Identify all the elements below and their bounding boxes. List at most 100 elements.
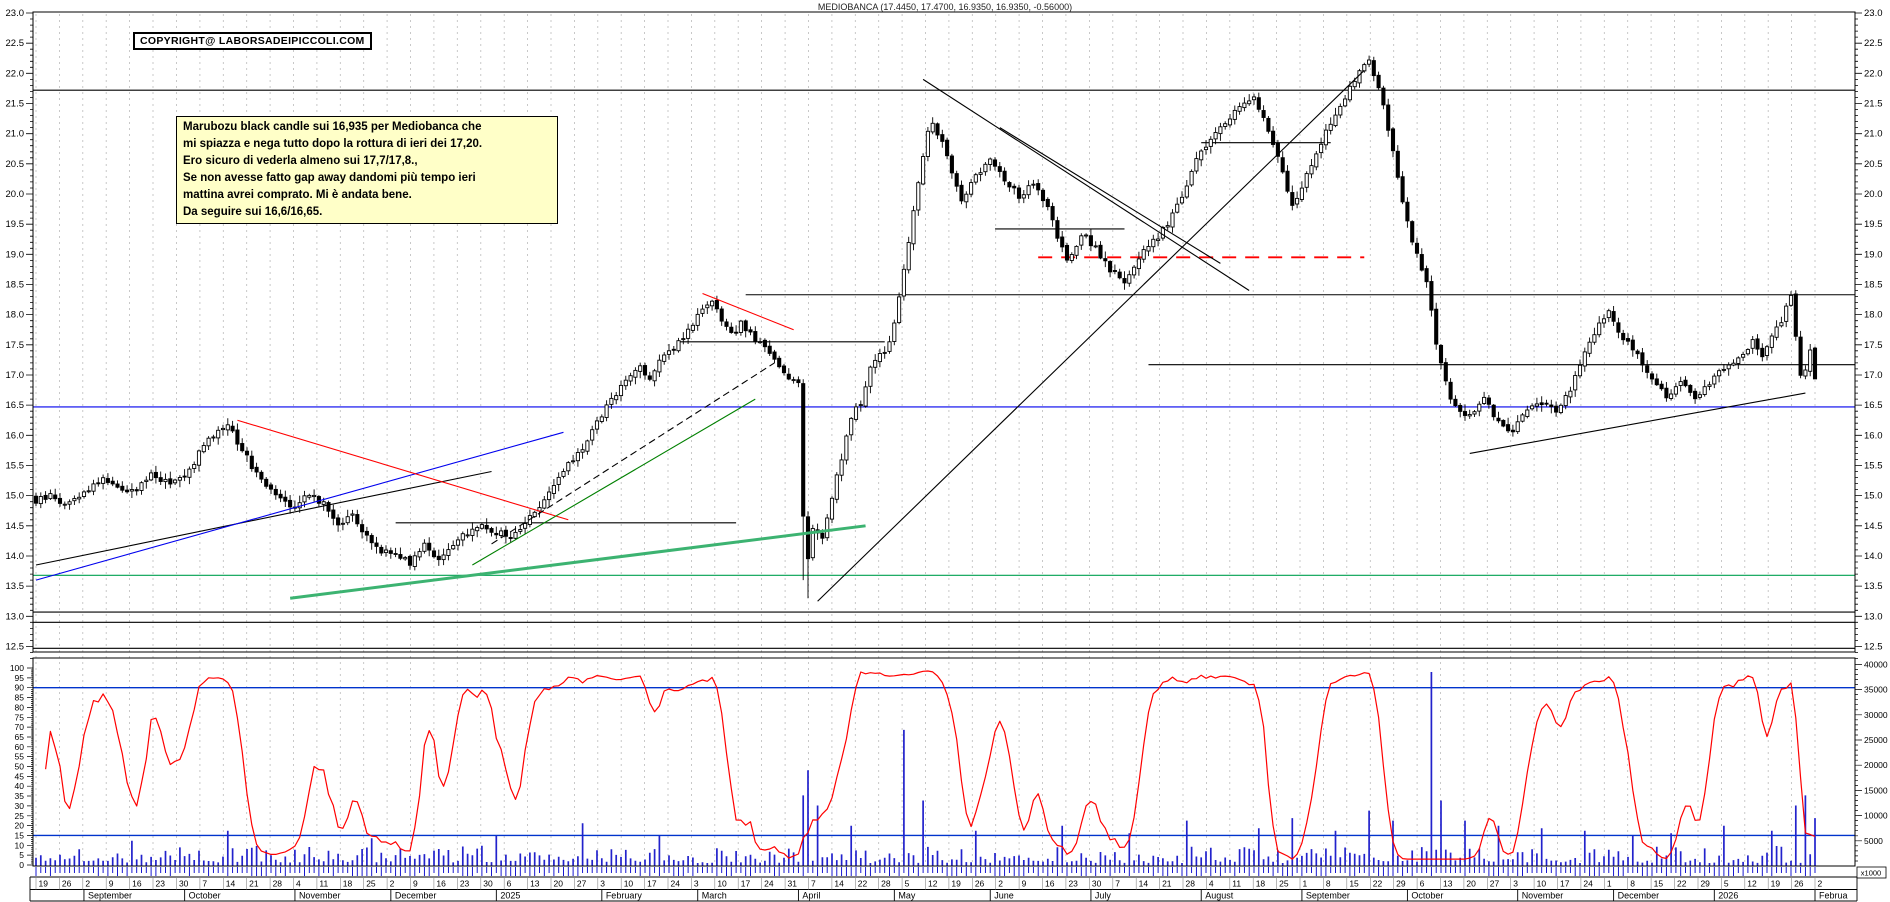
svg-text:14.0: 14.0	[6, 551, 25, 562]
svg-text:17.5: 17.5	[1864, 340, 1883, 351]
svg-text:15.0: 15.0	[6, 491, 25, 502]
svg-text:1: 1	[1303, 879, 1308, 889]
daily-tick-strip	[35, 867, 1816, 876]
svg-text:16.0: 16.0	[1864, 430, 1883, 441]
svg-text:25000: 25000	[1864, 735, 1888, 745]
svg-text:15: 15	[1654, 879, 1664, 889]
svg-text:February: February	[606, 891, 643, 901]
svg-text:October: October	[189, 891, 221, 901]
svg-text:17: 17	[741, 879, 751, 889]
svg-text:6: 6	[1420, 879, 1425, 889]
svg-text:x1000: x1000	[1861, 869, 1881, 878]
svg-text:26: 26	[62, 879, 72, 889]
svg-text:18.5: 18.5	[6, 279, 25, 290]
svg-text:April: April	[802, 891, 820, 901]
chart-title: MEDIOBANCA (17.4450, 17.4700, 16.9350, 1…	[817, 2, 1073, 12]
svg-text:13: 13	[530, 879, 540, 889]
svg-text:45: 45	[15, 771, 25, 781]
svg-text:1: 1	[1607, 879, 1612, 889]
svg-text:23.0: 23.0	[6, 8, 25, 19]
svg-text:13.0: 13.0	[1864, 611, 1883, 622]
svg-text:5: 5	[1724, 879, 1729, 889]
oscillator-axis: 1009590858075706560555045403530252015105…	[10, 663, 33, 870]
svg-text:21: 21	[249, 879, 259, 889]
svg-text:19.5: 19.5	[1864, 219, 1883, 230]
svg-text:5: 5	[905, 879, 910, 889]
svg-text:2025: 2025	[500, 891, 520, 901]
svg-text:30000: 30000	[1864, 710, 1888, 720]
svg-text:23: 23	[460, 879, 470, 889]
svg-text:10: 10	[717, 879, 727, 889]
svg-text:11: 11	[319, 879, 328, 889]
svg-text:20000: 20000	[1864, 760, 1888, 770]
svg-text:19: 19	[951, 879, 961, 889]
svg-text:12: 12	[1747, 879, 1757, 889]
svg-text:60: 60	[15, 742, 25, 752]
svg-text:2026: 2026	[1718, 891, 1738, 901]
svg-text:3: 3	[694, 879, 699, 889]
svg-text:December: December	[395, 891, 437, 901]
svg-text:20.0: 20.0	[6, 189, 25, 200]
svg-text:14.0: 14.0	[1864, 551, 1883, 562]
svg-text:13.0: 13.0	[6, 611, 25, 622]
candlesticks	[33, 55, 1818, 599]
svg-text:15.0: 15.0	[1864, 491, 1883, 502]
svg-text:30: 30	[179, 879, 189, 889]
stochastic-line	[45, 670, 1816, 860]
volume-axis: 40000 35000 30000 25000 20000 15000 10000 5000	[1855, 659, 1888, 862]
price-levels	[33, 89, 1855, 649]
svg-text:35: 35	[15, 791, 25, 801]
svg-text:9: 9	[109, 879, 114, 889]
svg-text:17.0: 17.0	[6, 370, 25, 381]
svg-text:15: 15	[15, 830, 25, 840]
trendlines	[35, 69, 1806, 602]
svg-text:4: 4	[1209, 879, 1214, 889]
svg-text:24: 24	[764, 879, 774, 889]
svg-text:75: 75	[15, 712, 25, 722]
svg-text:10: 10	[15, 840, 25, 850]
svg-text:14.5: 14.5	[1864, 521, 1883, 532]
annotation-note: Marubozu black candle sui 16,935 per Med…	[176, 116, 558, 224]
svg-text:35000: 35000	[1864, 685, 1888, 695]
svg-text:Februa: Februa	[1819, 891, 1848, 901]
svg-text:30: 30	[483, 879, 493, 889]
svg-text:10: 10	[624, 879, 634, 889]
svg-text:23: 23	[156, 879, 166, 889]
svg-text:2: 2	[1818, 879, 1823, 889]
svg-text:8: 8	[1326, 879, 1331, 889]
svg-text:21.0: 21.0	[6, 129, 25, 140]
svg-text:22: 22	[1677, 879, 1687, 889]
svg-text:23: 23	[1068, 879, 1078, 889]
lower-panel	[33, 670, 1855, 866]
svg-text:July: July	[1095, 891, 1112, 901]
svg-text:28: 28	[273, 879, 283, 889]
svg-text:12: 12	[928, 879, 938, 889]
price-axis: 23.0 23.0 22.5 22.5 22.0 22.0 21.5 21.5 21.0 21.0…	[6, 8, 1883, 659]
svg-text:December: December	[1618, 891, 1660, 901]
svg-text:15: 15	[1349, 879, 1359, 889]
svg-text:24: 24	[1583, 879, 1593, 889]
svg-text:90: 90	[15, 683, 25, 693]
svg-text:18.0: 18.0	[6, 310, 25, 321]
svg-text:11: 11	[1232, 879, 1241, 889]
svg-text:18: 18	[343, 879, 353, 889]
svg-text:September: September	[88, 891, 132, 901]
svg-text:15.5: 15.5	[6, 460, 25, 471]
svg-text:22.5: 22.5	[6, 38, 25, 49]
svg-text:29: 29	[1700, 879, 1710, 889]
svg-text:20.0: 20.0	[1864, 189, 1883, 200]
svg-text:September: September	[1306, 891, 1350, 901]
svg-text:26: 26	[1794, 879, 1804, 889]
svg-text:95: 95	[15, 673, 25, 683]
svg-text:26: 26	[975, 879, 985, 889]
svg-text:20: 20	[553, 879, 563, 889]
svg-text:30: 30	[1092, 879, 1102, 889]
svg-text:40000: 40000	[1864, 659, 1888, 669]
svg-text:November: November	[299, 891, 341, 901]
svg-text:18: 18	[1256, 879, 1266, 889]
svg-text:22: 22	[858, 879, 868, 889]
svg-text:17: 17	[1560, 879, 1570, 889]
svg-text:21.0: 21.0	[1864, 129, 1883, 140]
svg-text:50: 50	[15, 762, 25, 772]
svg-text:14: 14	[1139, 879, 1149, 889]
